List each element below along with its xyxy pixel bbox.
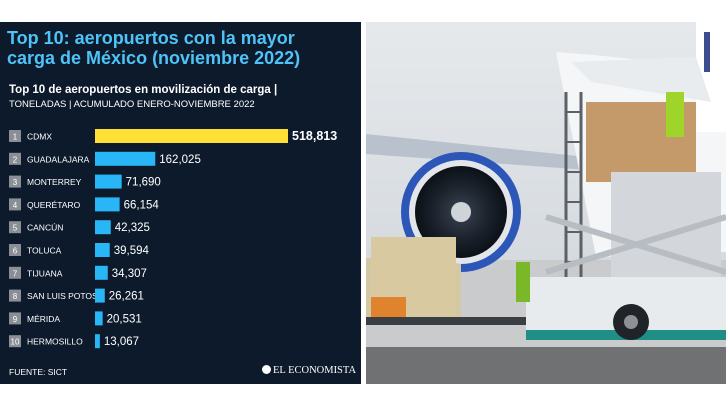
value-label: 13,067 (104, 336, 139, 348)
bar (95, 265, 108, 280)
rank-box (9, 266, 21, 279)
bar-row: 7 TIJUANA 34,307 (9, 265, 147, 280)
bar (95, 174, 122, 189)
bar (95, 151, 156, 166)
rank-box (9, 152, 21, 165)
bar-row: 2 GUADALAJARA 162,025 (9, 151, 201, 166)
chart-units-note: TONELADAS | ACUMULADO ENERO-NOVIEMBRE 20… (9, 99, 255, 110)
value-label: 20,531 (107, 313, 142, 325)
value-label: 71,690 (126, 177, 161, 189)
bar (95, 220, 111, 235)
infographic-panel: Top 10: aeropuertos con la mayor carga d… (0, 22, 361, 384)
rank-label: 10 (11, 338, 20, 347)
rank-label: 6 (13, 247, 18, 256)
bar (95, 129, 288, 143)
bar (95, 197, 120, 212)
category-label: CDMX (27, 132, 52, 142)
rank-box (9, 335, 21, 348)
rank-box (9, 312, 21, 325)
bar-chart: 1 CDMX 518,813 2 GUADALAJARA 162,025 3 MONTERRE… (9, 129, 337, 349)
rank-label: 3 (13, 178, 18, 187)
bar (95, 334, 100, 349)
bar-row: 8 SAN LUIS POTOSÍ 26,261 (9, 288, 144, 303)
rank-label: 7 (13, 269, 18, 278)
rank-label: 9 (13, 315, 18, 324)
bar-row: 5 CANCÚN 42,325 (9, 220, 150, 235)
rank-box (9, 221, 21, 234)
category-label: TIJUANA (27, 268, 63, 278)
category-label: TOLUCA (27, 246, 62, 256)
rank-box (9, 175, 21, 188)
value-label: 39,594 (114, 245, 150, 257)
value-label: 34,307 (112, 268, 147, 280)
category-label: MÉRIDA (27, 314, 60, 324)
chart-title-line-2: carga de México (noviembre 2022) (7, 48, 301, 68)
bar-row: 9 MÉRIDA 20,531 (9, 311, 142, 326)
category-label: GUADALAJARA (27, 154, 90, 164)
bar-row: 3 MONTERREY 71,690 (9, 174, 161, 189)
value-label: 162,025 (159, 154, 201, 166)
category-label: QUERÉTARO (27, 200, 81, 210)
category-label: MONTERREY (27, 177, 82, 187)
bar-row: 10 HERMOSILLO 13,067 (9, 334, 139, 349)
rank-box (9, 130, 21, 142)
bar-row: 1 CDMX 518,813 (9, 129, 337, 143)
bar (95, 288, 105, 303)
chart-subtitle: Top 10 de aeropuertos en movilización de… (9, 84, 278, 96)
source-note: FUENTE: SICT (9, 367, 68, 377)
logo-mark-icon (262, 365, 271, 374)
bar (95, 311, 103, 326)
rank-label: 8 (13, 292, 18, 301)
rank-label: 2 (13, 155, 18, 164)
bar-row: 6 TOLUCA 39,594 (9, 243, 150, 257)
worker-ground (516, 262, 530, 302)
category-label: HERMOSILLO (27, 337, 83, 347)
rank-box (9, 244, 21, 256)
chart-title: Top 10: aeropuertos con la mayor carga d… (7, 28, 357, 68)
bar-row: 4 QUERÉTARO 66,154 (9, 197, 160, 212)
cargo-door (571, 57, 711, 102)
publisher-logo: EL ECONOMISTA (262, 365, 356, 376)
value-label: 26,261 (109, 291, 144, 303)
aircraft-wing (366, 134, 616, 172)
value-label: 66,154 (124, 199, 160, 211)
rank-label: 1 (13, 133, 18, 142)
rank-label: 4 (13, 201, 18, 210)
category-label: SAN LUIS POTOSÍ (27, 291, 101, 301)
rank-label: 5 (13, 224, 18, 233)
publisher-logo-text: EL ECONOMISTA (273, 365, 357, 376)
worker-on-platform (666, 92, 684, 137)
value-label: 518,813 (292, 129, 337, 143)
rank-box (9, 198, 21, 211)
bar (95, 243, 110, 257)
category-label: CANCÚN (27, 223, 63, 233)
cargo-plane-loading-photo (366, 22, 726, 384)
rank-box (9, 289, 21, 302)
value-label: 42,325 (115, 222, 150, 234)
chart-title-line-1: Top 10: aeropuertos con la mayor (7, 28, 295, 48)
